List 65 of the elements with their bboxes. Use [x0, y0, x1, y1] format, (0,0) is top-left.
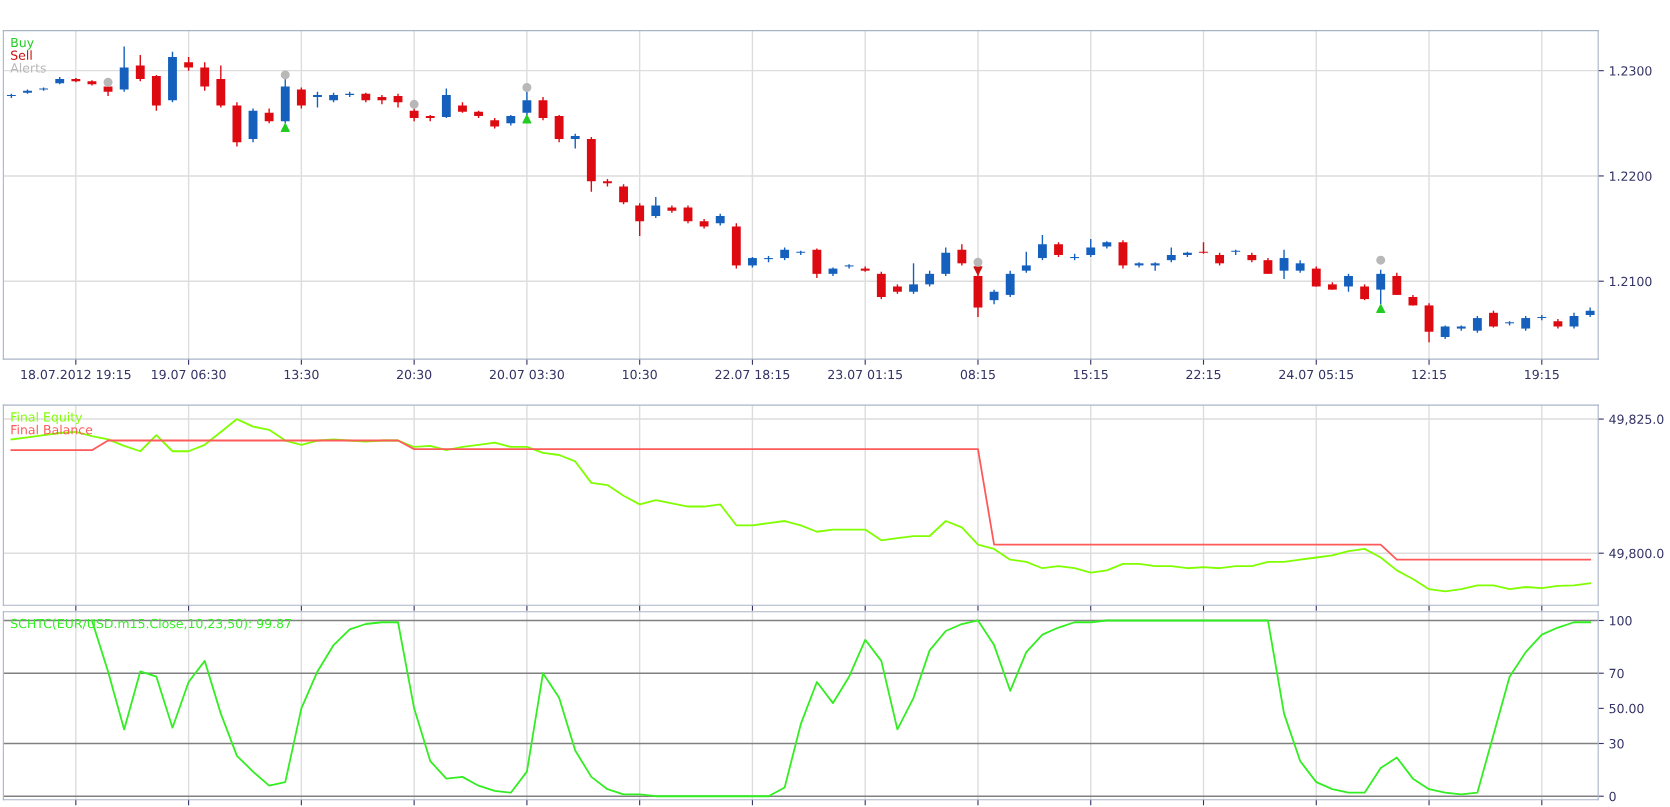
point	[103, 77, 113, 87]
series-label: Final Balance	[11, 424, 93, 435]
candlestick	[296, 86, 306, 110]
y-tick-label: 49,825.0	[1609, 414, 1664, 426]
candlestick	[619, 183, 628, 206]
point	[522, 114, 532, 124]
point	[522, 83, 532, 93]
x-tick-label: 08:15	[960, 369, 995, 380]
y-tick-label: 50.00	[1609, 703, 1644, 714]
series-label: Final Equity	[11, 411, 83, 425]
candlestick	[957, 243, 967, 267]
y-tick-label: 1.2100	[1609, 276, 1652, 287]
x-tick-label: 18.07.2012 19:15	[21, 369, 131, 380]
candlestick	[135, 54, 145, 82]
y-tick-label: 100	[1609, 615, 1632, 626]
y-tick-label: 0	[1609, 791, 1616, 802]
point	[280, 70, 290, 80]
candlestick	[651, 196, 661, 219]
x-tick-label: 23.07 01:15	[828, 369, 902, 380]
candlestick	[441, 87, 451, 119]
text: Sell	[11, 50, 32, 60]
x-tick-label: 24.07 05:15	[1279, 369, 1354, 380]
candlestick	[538, 96, 548, 121]
x-tick-label: 20:30	[397, 369, 432, 380]
line-series	[10, 439, 1592, 561]
candlestick	[1037, 234, 1047, 261]
y-tick-label: 30	[1609, 738, 1624, 749]
point	[973, 266, 983, 276]
point	[973, 257, 983, 267]
x-tick-label: 22:15	[1186, 369, 1221, 380]
point	[1376, 255, 1386, 265]
y-tick-label: 1.2300	[1609, 66, 1652, 76]
point	[409, 99, 419, 109]
candlestick	[1150, 261, 1160, 272]
x-tick-label: 20.07 03:30	[489, 369, 564, 380]
y-tick-label: 1.2200	[1609, 171, 1652, 181]
x-tick-label: 13:30	[284, 369, 319, 380]
candlestick	[1279, 248, 1289, 280]
y-tick-label: 49,800.0	[1609, 548, 1664, 560]
candlestick	[200, 61, 210, 92]
candlestick	[1021, 251, 1031, 274]
candlestick	[1392, 272, 1402, 296]
candlestick	[844, 263, 854, 270]
x-tick-label: 19.07 06:30	[152, 369, 226, 380]
x-tick-label: 15:15	[1074, 369, 1108, 380]
candlestick	[119, 45, 129, 93]
x-tick-label: 12:15	[1412, 369, 1446, 380]
candlestick	[1118, 239, 1128, 270]
x-tick-label: 22.07 18:15	[715, 369, 790, 380]
candlestick	[1005, 269, 1015, 298]
candlestick	[554, 114, 564, 143]
candlestick	[876, 271, 886, 300]
x-tick-label: 19:15	[1525, 369, 1559, 380]
x-tick-label: 10:30	[623, 369, 657, 380]
candlestick	[635, 202, 645, 237]
text: Alerts	[10, 62, 46, 73]
candlestick	[941, 246, 951, 277]
text: Buy	[11, 37, 34, 50]
candlestick	[909, 262, 918, 295]
point	[280, 123, 290, 133]
candlestick	[1537, 314, 1547, 321]
point	[1376, 304, 1386, 314]
y-tick-label: 70	[1609, 668, 1624, 679]
candlestick	[377, 94, 387, 106]
candlestick	[667, 204, 677, 214]
